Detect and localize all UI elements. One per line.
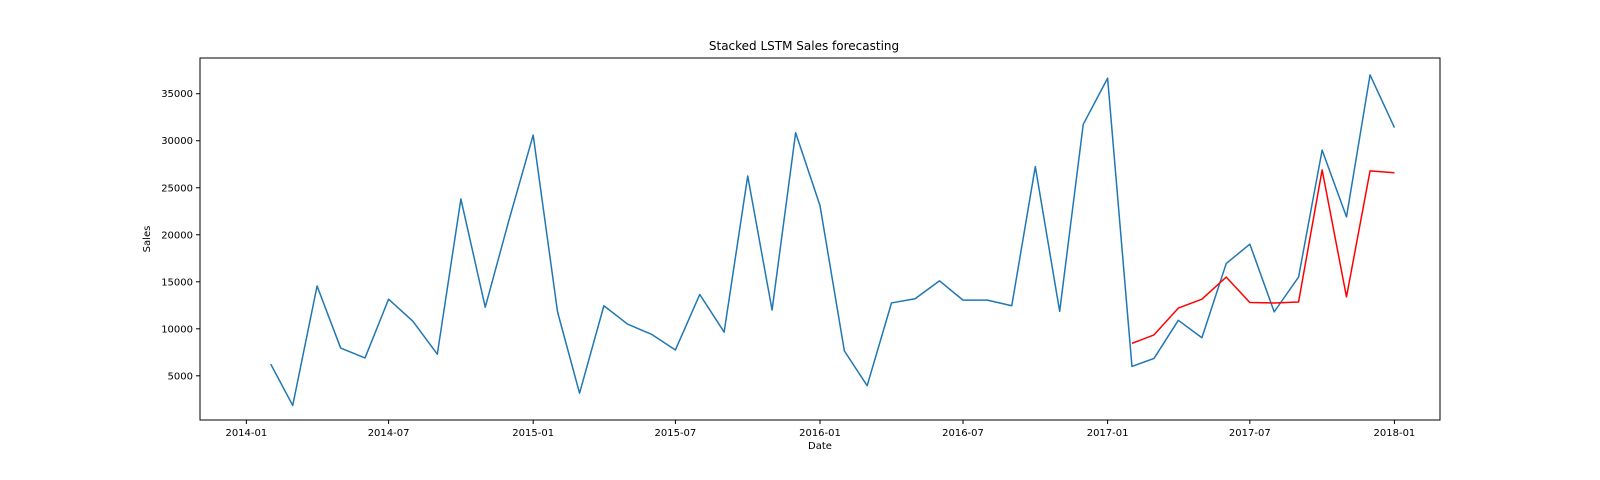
y-tick-label: 20000: [161, 230, 193, 241]
x-tick-label: 2015-01: [512, 428, 554, 439]
x-tick-label: 2017-01: [1087, 428, 1129, 439]
x-tick-label: 2016-07: [942, 428, 984, 439]
series-line-1: [270, 74, 1396, 407]
y-tick-label: 25000: [161, 183, 193, 194]
series-line-2: [1131, 169, 1395, 345]
y-tick-label: 35000: [161, 89, 193, 100]
y-axis: 5000 10000 15000 20000 25000 30000 35000: [161, 89, 200, 382]
x-tick-label: 2017-07: [1229, 428, 1271, 439]
y-tick-label: 15000: [161, 277, 193, 288]
x-axis-label: Date: [808, 441, 832, 452]
x-axis: 2014-01 2014-07 2015-01 2015-07 2016-01 2016-…: [225, 420, 1415, 439]
x-tick-label: 2015-07: [655, 428, 697, 439]
y-tick-label: 30000: [161, 136, 193, 147]
y-axis-label: Sales: [142, 226, 153, 253]
plot-frame: [199, 57, 1441, 421]
chart-title: Stacked LSTM Sales forecasting: [709, 39, 899, 53]
x-tick-label: 2014-01: [225, 428, 267, 439]
x-tick-label: 2016-01: [799, 428, 841, 439]
series-layer: [270, 74, 1396, 407]
x-tick-label: 2018-01: [1374, 428, 1416, 439]
y-tick-label: 5000: [168, 371, 193, 382]
x-tick-label: 2014-07: [368, 428, 410, 439]
y-tick-label: 10000: [161, 324, 193, 335]
